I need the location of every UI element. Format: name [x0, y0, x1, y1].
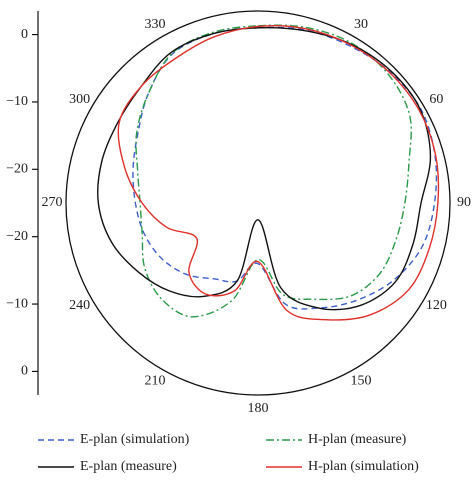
- legend-label: E-plan (measure): [80, 459, 177, 474]
- legend-label: H-plan (simulation): [308, 459, 419, 474]
- r-tick-label: 0: [21, 27, 28, 42]
- angle-tick-label: 210: [145, 374, 166, 389]
- angle-tick-label: 60: [429, 92, 443, 107]
- r-tick-label: −10: [6, 94, 28, 109]
- angle-tick-label: 120: [426, 298, 447, 313]
- legend-label: E-plan (simulation): [80, 432, 190, 447]
- polar-frame: [65, 10, 451, 396]
- pattern-curve: [132, 26, 438, 310]
- pattern-curve: [135, 24, 412, 318]
- angle-tick-label: 330: [145, 17, 166, 32]
- pattern-curve: [97, 26, 432, 311]
- angle-tick-label: 30: [354, 17, 368, 32]
- legend-label: H-plan (measure): [308, 432, 407, 447]
- angle-tick-label: 270: [42, 195, 63, 210]
- r-tick-label: 0: [21, 364, 28, 379]
- r-tick-label: −20: [6, 162, 28, 177]
- angle-tick-label: 0: [255, 0, 262, 4]
- angle-tick-label: 300: [69, 92, 90, 107]
- angle-tick-label: 150: [351, 374, 372, 389]
- angle-tick-label: 240: [69, 298, 90, 313]
- angle-tick-label: 90: [457, 195, 471, 210]
- r-tick-label: −10: [6, 296, 28, 311]
- pattern-curve: [117, 25, 440, 321]
- r-tick-label: −20: [6, 229, 28, 244]
- angle-tick-label: 180: [248, 401, 269, 416]
